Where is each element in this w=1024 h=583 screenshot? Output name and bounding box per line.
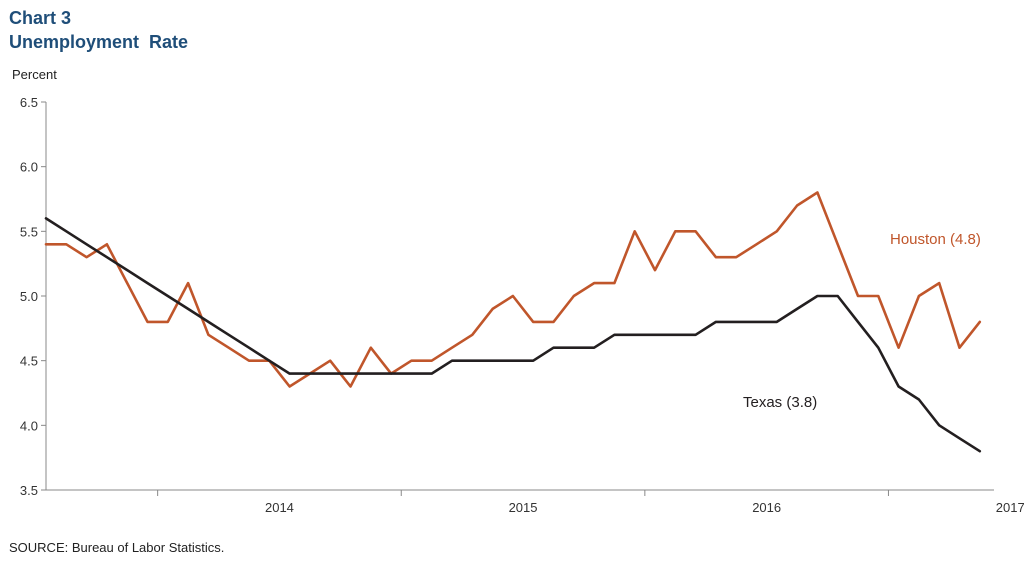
x-tick-label: 2016	[752, 500, 781, 515]
source-note: SOURCE: Bureau of Labor Statistics.	[9, 540, 225, 555]
y-tick-label: 4.0	[20, 418, 38, 433]
y-tick-label: 6.0	[20, 160, 38, 175]
y-axis-label: Percent	[12, 67, 57, 82]
y-tick-label: 3.5	[20, 483, 38, 498]
series-line-texas	[44, 217, 982, 453]
series-line-houston	[44, 191, 982, 388]
y-tick-label: 5.0	[20, 289, 38, 304]
series-labels: Houston (4.8) Texas (3.8)	[743, 231, 981, 411]
x-tick-label: 2015	[509, 500, 538, 515]
y-tick-label: 4.5	[20, 354, 38, 369]
x-tick-label: 2017	[996, 500, 1024, 515]
y-tick-label: 5.5	[20, 224, 38, 239]
series-label-houston: Houston (4.8)	[890, 231, 981, 248]
x-tick-label: 2014	[265, 500, 294, 515]
series-group	[44, 191, 982, 453]
chart-number: Chart 3	[9, 8, 72, 28]
y-tick-label: 6.5	[20, 95, 38, 110]
axes: 3.5 4.0 4.5 5.0 5.5 6.0 6.5 2014 2015 2016 2017	[20, 95, 1024, 515]
title-block: Chart 3 Unemployment Rate	[9, 6, 188, 54]
series-label-texas: Texas (3.8)	[743, 394, 817, 411]
chart-title: Unemployment Rate	[9, 32, 189, 52]
